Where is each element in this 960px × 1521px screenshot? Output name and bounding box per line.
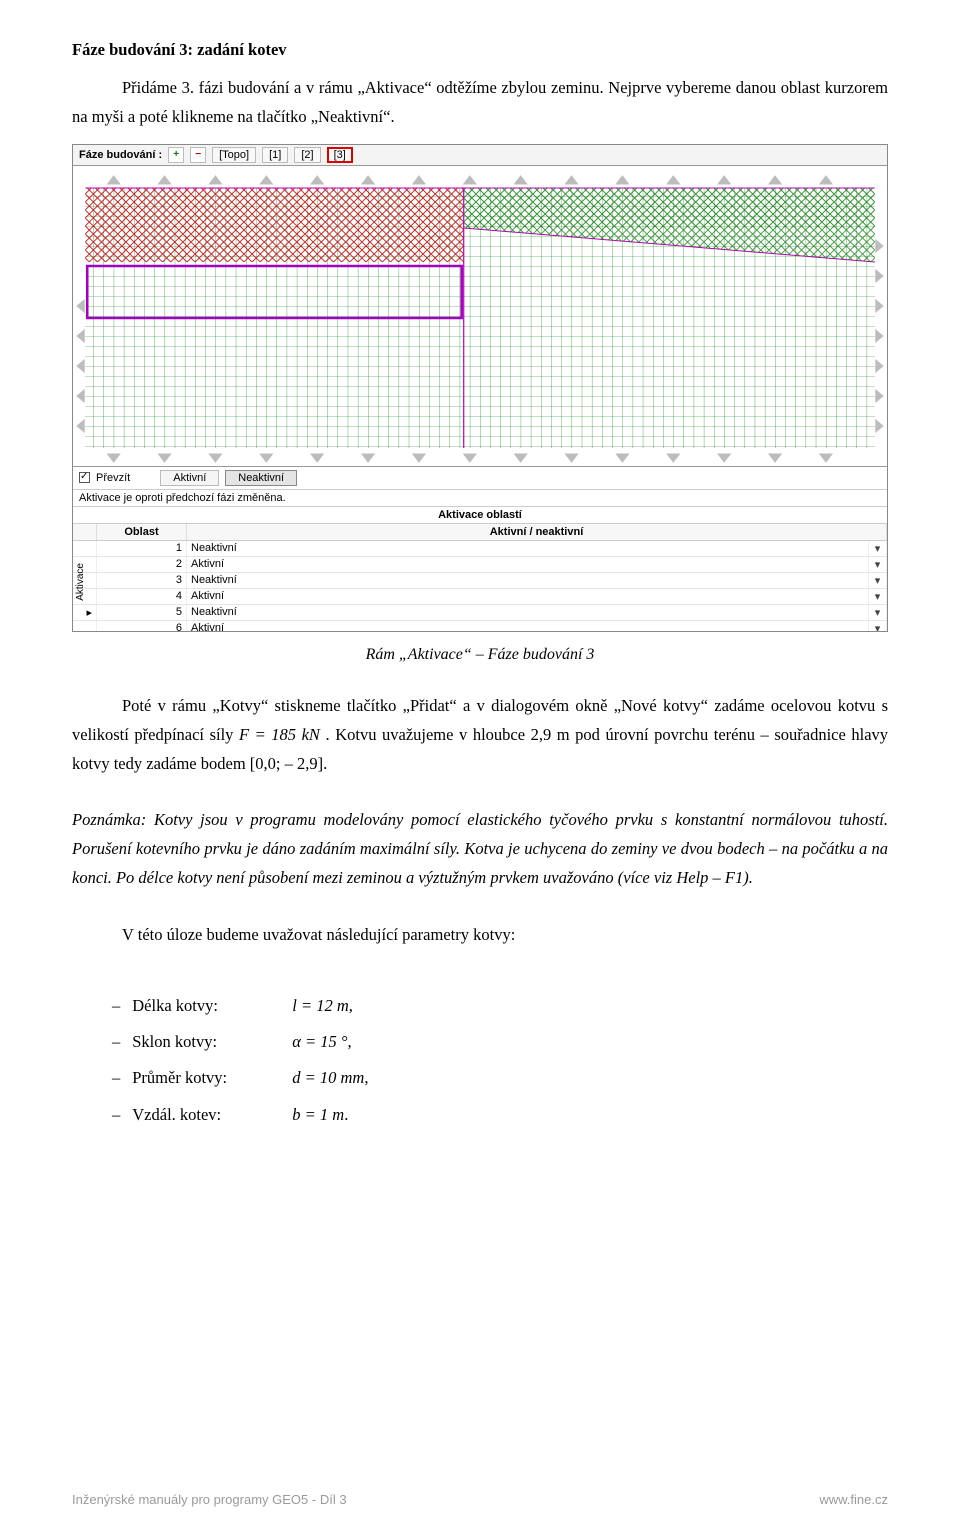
table-row[interactable]: 6Aktivní▾ — [73, 621, 887, 631]
table-row[interactable]: 1Neaktivní▾ — [73, 541, 887, 557]
row-dropdown-icon[interactable]: ▾ — [869, 573, 887, 588]
tab-2[interactable]: [2] — [294, 147, 320, 163]
param-item: Vzdál. kotev:b = 1 m . — [112, 1097, 888, 1133]
section-heading: Fáze budování 3: zadání kotev — [72, 40, 888, 60]
remove-phase-button[interactable]: − — [190, 147, 206, 163]
param-equation: α = 15 ° — [292, 1024, 347, 1060]
param-equation: d = 10 mm — [292, 1060, 364, 1096]
prevzit-label: Převzít — [96, 472, 130, 484]
param-suffix: , — [364, 1060, 368, 1096]
row-dropdown-icon[interactable]: ▾ — [869, 557, 887, 572]
param-item: Délka kotvy:l = 12 m , — [112, 988, 888, 1024]
row-state: Neaktivní — [187, 541, 869, 556]
prevzit-checkbox[interactable] — [79, 472, 90, 483]
formula-f: F = 185 kN — [239, 725, 320, 744]
paragraph-intro: Přidáme 3. fázi budování a v rámu „Aktiv… — [72, 74, 888, 132]
param-suffix: , — [349, 988, 353, 1024]
row-index: 6 — [97, 621, 187, 631]
activation-panel: Aktivace Převzít Aktivní Neaktivní Aktiv… — [73, 466, 887, 631]
param-item: Sklon kotvy:α = 15 ° , — [112, 1024, 888, 1060]
activation-table-header: Oblast Aktivní / neaktivní — [73, 524, 887, 541]
param-suffix: , — [348, 1024, 352, 1060]
row-dropdown-icon[interactable]: ▾ — [869, 605, 887, 620]
param-item: Průměr kotvy:d = 10 mm , — [112, 1060, 888, 1096]
table-row[interactable]: ▸5Neaktivní▾ — [73, 605, 887, 621]
param-suffix: . — [344, 1097, 348, 1133]
row-index: 4 — [97, 589, 187, 604]
row-state: Aktivní — [187, 589, 869, 604]
mesh-viewport[interactable] — [73, 166, 887, 466]
table-row[interactable]: 3Neaktivní▾ — [73, 573, 887, 589]
paragraph-note: Poznámka: Kotvy jsou v programu modelová… — [72, 806, 888, 893]
footer-right: www.fine.cz — [819, 1492, 888, 1507]
phase-label: Fáze budování : — [79, 149, 162, 161]
table-row[interactable]: 4Aktivní▾ — [73, 589, 887, 605]
row-state: Aktivní — [187, 621, 869, 631]
row-arrow — [73, 541, 97, 556]
add-phase-button[interactable]: + — [168, 147, 184, 163]
paragraph-anchor: Poté v rámu „Kotvy“ stiskneme tlačítko „… — [72, 692, 888, 779]
row-arrow: ▸ — [73, 605, 97, 620]
phase-toolbar: Fáze budování : + − [Topo] [1] [2] [3] — [73, 145, 887, 166]
param-label: Délka kotvy: — [132, 988, 292, 1024]
tab-1[interactable]: [1] — [262, 147, 288, 163]
row-index: 2 — [97, 557, 187, 572]
panel-title: Aktivace oblastí — [73, 507, 887, 524]
param-equation: b = 1 m — [292, 1097, 344, 1133]
row-dropdown-icon[interactable]: ▾ — [869, 621, 887, 631]
page-footer: Inženýrské manuály pro programy GEO5 - D… — [72, 1492, 888, 1507]
change-note: Aktivace je oproti předchozí fázi změněn… — [73, 490, 887, 507]
row-dropdown-icon[interactable]: ▾ — [869, 589, 887, 604]
aktivace-side-label: Aktivace — [75, 563, 86, 601]
row-state: Neaktivní — [187, 573, 869, 588]
anchor-parameter-list: Délka kotvy:l = 12 m ,Sklon kotvy:α = 15… — [112, 988, 888, 1133]
paragraph-params-intro: V této úloze budeme uvažovat následující… — [72, 921, 888, 950]
param-label: Sklon kotvy: — [132, 1024, 292, 1060]
param-label: Vzdál. kotev: — [132, 1097, 292, 1133]
activation-table-body: 1Neaktivní▾2Aktivní▾3Neaktivní▾4Aktivní▾… — [73, 541, 887, 631]
neaktivni-button[interactable]: Neaktivní — [225, 470, 297, 486]
row-dropdown-icon[interactable]: ▾ — [869, 541, 887, 556]
row-arrow — [73, 621, 97, 631]
row-index: 1 — [97, 541, 187, 556]
row-index: 3 — [97, 573, 187, 588]
param-label: Průměr kotvy: — [132, 1060, 292, 1096]
row-state: Neaktivní — [187, 605, 869, 620]
tab-topo[interactable]: [Topo] — [212, 147, 256, 163]
table-row[interactable]: 2Aktivní▾ — [73, 557, 887, 573]
figure-caption: Rám „Aktivace“ – Fáze budování 3 — [72, 646, 888, 664]
aktivni-button[interactable]: Aktivní — [160, 470, 219, 486]
row-index: 5 — [97, 605, 187, 620]
screenshot-figure: Fáze budování : + − [Topo] [1] [2] [3] — [72, 144, 888, 632]
footer-left: Inženýrské manuály pro programy GEO5 - D… — [72, 1492, 347, 1507]
tab-3[interactable]: [3] — [327, 147, 353, 163]
row-state: Aktivní — [187, 557, 869, 572]
param-equation: l = 12 m — [292, 988, 349, 1024]
